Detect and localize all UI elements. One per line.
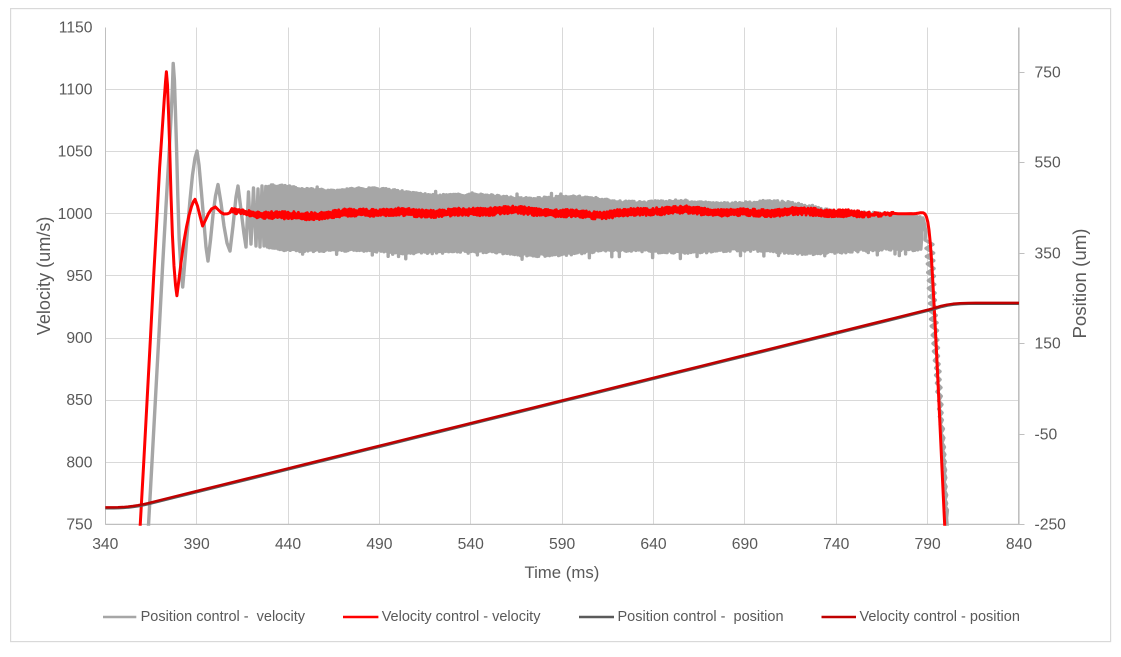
svg-text:950: 950 [66, 268, 92, 285]
svg-text:Velocity control - position: Velocity control - position [860, 609, 1020, 625]
svg-text:150: 150 [1035, 336, 1061, 353]
svg-text:740: 740 [823, 536, 849, 553]
svg-text:750: 750 [1035, 65, 1061, 82]
svg-text:Velocity (um/s): Velocity (um/s) [34, 217, 54, 336]
svg-text:Position control - velocity: Position control - velocity [141, 609, 306, 625]
svg-text:440: 440 [275, 536, 301, 553]
svg-text:800: 800 [66, 454, 92, 471]
svg-text:850: 850 [66, 392, 92, 409]
svg-text:1000: 1000 [58, 206, 93, 223]
svg-text:Position (um): Position (um) [1069, 228, 1090, 338]
svg-text:490: 490 [366, 536, 392, 553]
svg-text:350: 350 [1035, 246, 1061, 263]
svg-text:1150: 1150 [59, 20, 93, 37]
svg-text:1100: 1100 [59, 82, 93, 99]
svg-text:840: 840 [1006, 536, 1032, 553]
svg-text:690: 690 [732, 536, 758, 553]
svg-text:-250: -250 [1035, 517, 1067, 534]
svg-text:Time (ms): Time (ms) [524, 563, 599, 582]
svg-text:900: 900 [66, 330, 92, 347]
svg-text:Position control - position: Position control - position [618, 609, 784, 625]
svg-text:-50: -50 [1035, 427, 1058, 444]
svg-text:790: 790 [915, 536, 941, 553]
svg-text:1050: 1050 [58, 144, 93, 161]
svg-text:Velocity control - velocity: Velocity control - velocity [382, 609, 542, 625]
svg-text:750: 750 [66, 516, 92, 533]
svg-text:590: 590 [549, 536, 575, 553]
svg-text:540: 540 [458, 536, 484, 553]
svg-text:340: 340 [92, 536, 118, 553]
svg-text:390: 390 [184, 536, 210, 553]
svg-text:640: 640 [640, 536, 666, 553]
svg-text:550: 550 [1035, 155, 1061, 172]
